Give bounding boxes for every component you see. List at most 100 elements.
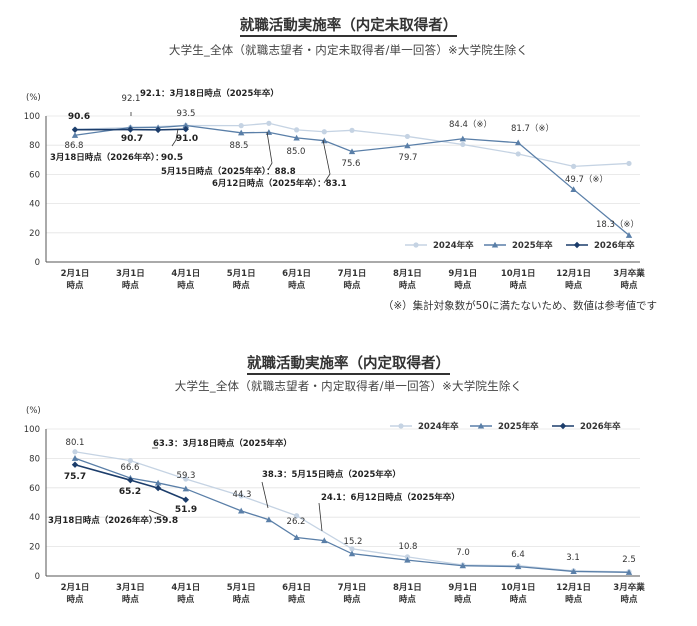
chart2-ytick: 20 bbox=[29, 543, 40, 553]
chart1-series-2-point bbox=[459, 135, 466, 142]
chart1-series-3-point bbox=[71, 126, 79, 133]
chart1-xtick: 時点 bbox=[454, 280, 472, 291]
chart2-data-label: 38.3：5月15日時点（2025年卒） bbox=[262, 469, 401, 480]
chart1-title: 就職活動実施率（内定未取得者） bbox=[0, 14, 697, 37]
chart2-data-label: 44.3 bbox=[233, 490, 252, 500]
chart2-series-2-point bbox=[293, 534, 300, 541]
chart2-series-line-2 bbox=[74, 457, 630, 573]
chart2-series-line-3 bbox=[74, 463, 187, 501]
chart1-series-3-point bbox=[127, 126, 134, 133]
chart2-xtick: 時点 bbox=[122, 594, 140, 605]
chart2-ytick: 40 bbox=[29, 513, 40, 523]
chart2-xtick: 12月1日 bbox=[556, 583, 591, 593]
chart1-data-label: 75.6 bbox=[342, 159, 361, 169]
chart2-series-2-point bbox=[321, 537, 328, 544]
chart1-data-label: 5月15日時点（2025年卒）：88.8 bbox=[161, 166, 296, 177]
chart1-ytick: 40 bbox=[29, 200, 40, 210]
chart1-data-label: 88.5 bbox=[230, 141, 249, 151]
chart2-data-label: 66.6 bbox=[121, 463, 140, 473]
chart1-legend-label: 2024年卒 bbox=[433, 240, 474, 251]
chart2-xtick: 時点 bbox=[620, 594, 638, 605]
chart1-data-label: 18.3（※） bbox=[596, 219, 639, 230]
chart2-data-label: 59.3 bbox=[177, 471, 196, 481]
chart1-ytick: 100 bbox=[24, 112, 40, 122]
chart2-annotation-leader bbox=[148, 509, 167, 518]
chart2-series-2-point bbox=[154, 479, 162, 486]
chart1-series-2-point bbox=[625, 232, 633, 238]
chart1-series-2-point bbox=[71, 132, 79, 138]
chart2-title: 就職活動実施率（内定取得者） bbox=[0, 352, 697, 375]
chart1-annotation-leader bbox=[171, 128, 179, 147]
chart1-legend-marker bbox=[573, 241, 581, 249]
chart1-data-label: 49.7（※） bbox=[565, 174, 608, 185]
chart1-xtick: 9月1日 bbox=[448, 269, 477, 279]
chart1-series-2-point bbox=[321, 137, 328, 144]
chart1-data-label: 85.0 bbox=[287, 147, 306, 157]
chart1-ytick: 60 bbox=[29, 170, 40, 180]
chart2-series-1-point bbox=[183, 476, 189, 482]
chart1-xtick: 時点 bbox=[620, 280, 638, 291]
chart2-series-2-point bbox=[570, 568, 577, 575]
chart2-series-2-point bbox=[348, 550, 356, 557]
chart2-subtitle: 大学生_全体（就職志望者・内定取得者/単一回答）※大学院生除く bbox=[174, 379, 523, 393]
chart2-series-3-point bbox=[182, 496, 189, 503]
chart2-annotation-leader bbox=[318, 502, 323, 532]
chart2-data-label: 80.1 bbox=[66, 438, 85, 448]
chart1-xtick: 時点 bbox=[510, 280, 528, 291]
chart2-series-3-point bbox=[71, 461, 79, 468]
chart2-data-label: 2.5 bbox=[622, 555, 636, 565]
chart2-xtick: 時点 bbox=[66, 594, 84, 605]
chart1-series-2-point bbox=[238, 129, 245, 136]
chart1-subtitle: 大学生_全体（就職志望者・内定未取得者/単一回答）※大学院生除く bbox=[168, 43, 529, 57]
chart1-series-3-point bbox=[154, 126, 162, 134]
chart2-series-1-point bbox=[127, 458, 133, 464]
chart1-xtick: 時点 bbox=[177, 280, 195, 291]
chart1-series-1-point bbox=[626, 160, 632, 167]
chart2-legend-marker bbox=[398, 423, 404, 429]
chart2-data-label: 24.1：6月12日時点（2025年卒） bbox=[321, 492, 460, 503]
chart1-xtick: 10月1日 bbox=[501, 269, 536, 279]
chart1-data-label: 90.6 bbox=[68, 112, 90, 122]
chart1-xtick: 5月1日 bbox=[227, 269, 256, 279]
chart2-series-1-point bbox=[294, 513, 300, 519]
chart1-xtick: 時点 bbox=[399, 280, 417, 291]
chart2-ytick: 60 bbox=[29, 484, 40, 494]
chart2-annotation-leader bbox=[261, 481, 269, 509]
chart2-series-2-point bbox=[625, 569, 633, 575]
chart2-data-label: 26.2 bbox=[287, 517, 306, 527]
chart1-xtick: 3月卒業 bbox=[613, 268, 645, 279]
chart1-data-label: 3月18日時点（2026年卒）： bbox=[50, 152, 164, 163]
chart1-legend-label: 2026年卒 bbox=[594, 240, 635, 251]
chart1-annotation-leader bbox=[322, 139, 331, 184]
chart2-data-label: 10.8 bbox=[399, 542, 418, 552]
chart2-xtick: 5月1日 bbox=[227, 583, 256, 593]
chart2-legend-label: 2024年卒 bbox=[418, 421, 459, 432]
chart2-series-2-point bbox=[265, 516, 273, 523]
chart1-series-1-point bbox=[404, 133, 410, 140]
chart2-ytick: 100 bbox=[24, 425, 40, 435]
chart2-xtick: 時点 bbox=[233, 594, 251, 605]
chart1-data-label: 84.4（※） bbox=[449, 119, 492, 130]
chart1-series-2-point bbox=[515, 139, 522, 146]
chart1-xtick: 時点 bbox=[288, 280, 306, 291]
chart2-xtick: 時点 bbox=[177, 594, 195, 605]
chart2-xtick: 6月1日 bbox=[282, 583, 311, 593]
chart2-xtick: 4月1日 bbox=[171, 583, 200, 593]
chart1-ylabel: (%) bbox=[26, 93, 41, 103]
chart2-xtick: 時点 bbox=[565, 594, 583, 605]
chart1-data-label: 93.5 bbox=[177, 109, 196, 119]
chart2-legend-marker bbox=[477, 422, 485, 429]
chart1-legend-marker bbox=[413, 242, 419, 248]
chart1-series-1-point bbox=[349, 127, 355, 133]
chart2-series-1-point bbox=[238, 493, 244, 499]
chart2-legend-label: 2025年卒 bbox=[498, 421, 539, 432]
chart1-xtick: 時点 bbox=[565, 280, 583, 291]
chart1-data-label: 90.7 bbox=[121, 134, 143, 144]
chart1-note: （※）集計対象数が50に満たないため、数値は参考値です bbox=[382, 300, 657, 312]
chart1-series-line-3 bbox=[74, 128, 186, 131]
chart1-ytick: 20 bbox=[29, 229, 40, 239]
chart1-xtick: 7月1日 bbox=[338, 269, 367, 279]
chart1-series-1-point bbox=[571, 163, 577, 169]
chart2-xtick: 時点 bbox=[510, 594, 528, 605]
